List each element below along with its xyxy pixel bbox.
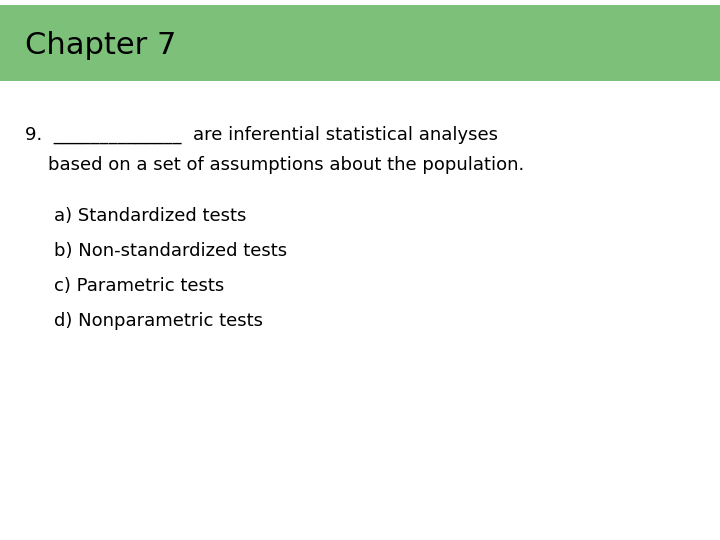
Text: Chapter 7: Chapter 7 [25,31,176,60]
Text: b) Non-standardized tests: b) Non-standardized tests [54,242,287,260]
Text: a) Standardized tests: a) Standardized tests [54,207,246,225]
Text: based on a set of assumptions about the population.: based on a set of assumptions about the … [25,156,524,174]
Text: 9.  ______________  are inferential statistical analyses: 9. ______________ are inferential statis… [25,126,498,144]
Text: c) Parametric tests: c) Parametric tests [54,277,224,295]
Text: d) Nonparametric tests: d) Nonparametric tests [54,312,263,330]
Bar [0,5,720,81]
